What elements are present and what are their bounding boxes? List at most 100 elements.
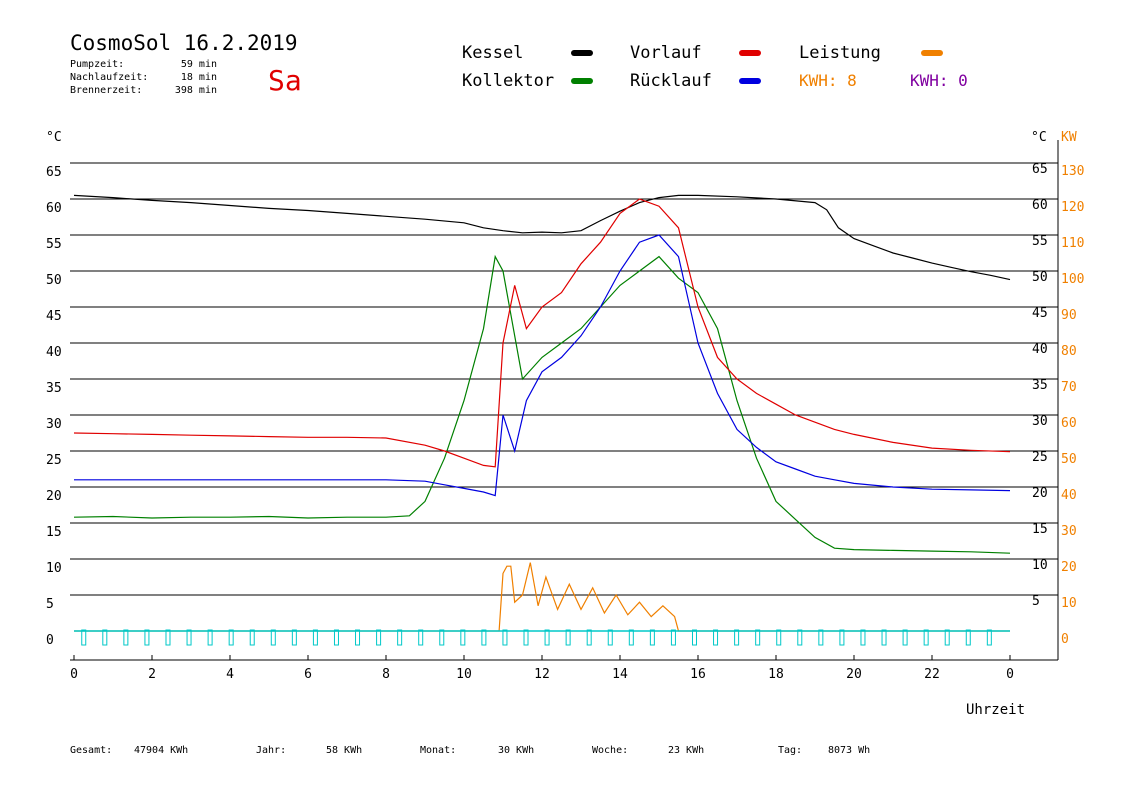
y-kw-tick: 0 [1061,632,1069,647]
y-left-tick: 35 [46,381,62,396]
footer-value: 47904 KWh [134,745,188,756]
y-kw-tick: 70 [1061,380,1077,395]
pump-mark [881,629,887,646]
grid-lines [70,162,1058,596]
y-kw-tick: 110 [1061,236,1084,251]
pump-mark [333,629,339,646]
pump-mark [397,629,403,646]
x-tick-label: 20 [846,667,862,682]
pump-mark [376,629,382,646]
y-right-tick: 40 [1032,342,1048,357]
y-kw-tick: 20 [1061,560,1077,575]
y-left-tick: 30 [46,417,62,432]
y-right-tick: 30 [1032,414,1048,429]
pump-mark [586,629,592,646]
legend-label: Kollektor [462,71,554,91]
pump-mark [523,629,529,646]
y-kw-tick: 130 [1061,164,1084,179]
y-left-tick: 5 [46,597,54,612]
pump-mark [228,629,234,646]
y-right-tick: 10 [1032,558,1048,573]
pump-mark [965,629,971,646]
kwh-label: KWH: 0 [910,71,968,90]
pump-mark [439,629,445,646]
y-right-unit: °C [1031,130,1047,145]
stat-label: Pumpzeit: [70,59,124,70]
y-right-tick: 20 [1032,486,1048,501]
footer-label: Woche: [592,745,628,756]
legend-label: Vorlauf [630,43,702,63]
pump-mark [460,629,466,646]
pump-mark [670,629,676,646]
y-kw-tick: 100 [1061,272,1084,287]
pump-mark [418,629,424,646]
series-line [74,234,1011,497]
footer-value: 23 KWh [668,745,704,756]
x-tick-label: 10 [456,667,472,682]
pump-mark [860,629,866,646]
y-left-tick: 40 [46,345,62,360]
footer-value: 30 KWh [498,745,534,756]
legend-label: Kessel [462,43,523,63]
series-line [73,254,1011,554]
footer-label: Gesamt: [70,745,112,756]
header-stats: Pumpzeit: 59 min Nachlaufzeit: 18 min Brenne… [70,59,217,96]
y-right-tick: 5 [1032,594,1040,609]
y-left-tick: 20 [46,489,62,504]
y-left-tick: 45 [46,309,62,324]
pump-mark [565,629,571,646]
chart-series [73,194,1011,632]
y-left-tick: 10 [46,561,62,576]
pump-mark [186,629,192,646]
footer-totals: Gesamt: 47904 KWh Jahr: 58 KWh Monat: 30 KWh W… [70,745,870,756]
y-left-tick: 55 [46,237,62,252]
footer-value: 8073 Wh [828,745,870,756]
pump-mark [607,629,613,646]
x-tick-label: 18 [768,667,784,682]
pump-marks [74,629,1010,646]
y-kw-tick: 80 [1061,344,1077,359]
legend-label: Rücklauf [630,71,712,91]
pump-mark [123,629,129,646]
x-axis-label: Uhrzeit [966,702,1025,718]
y-kw-tick: 120 [1061,200,1084,215]
y-left-tick: 25 [46,453,62,468]
y-left-tick: 15 [46,525,62,540]
pump-mark [776,629,782,646]
stat-label: Nachlaufzeit: [70,72,148,83]
stat-value: 398 min [175,85,217,96]
pump-mark [355,629,361,646]
y-kw-tick: 30 [1061,524,1077,539]
x-tick-label: 14 [612,667,628,682]
stat-value: 59 min [181,59,217,70]
stat-label: Brennerzeit: [70,85,142,96]
x-tick-label: 4 [226,667,234,682]
x-tick-label: 0 [1006,667,1014,682]
y-left-unit: °C [46,130,62,145]
y-left-tick: 65 [46,165,62,180]
footer-label: Jahr: [256,745,286,756]
x-tick-label: 12 [534,667,550,682]
y-left-tick: 50 [46,273,62,288]
y-kw-tick: 10 [1061,596,1077,611]
series-line [73,198,1011,468]
pump-mark [249,629,255,646]
pump-mark [986,629,992,646]
axes: 0510152025303540455055606551015202530354… [46,130,1084,682]
x-tick-label: 8 [382,667,390,682]
pump-mark [755,629,761,646]
y-kw-tick: 90 [1061,308,1077,323]
pump-mark [691,629,697,646]
y-left-tick: 0 [46,633,54,648]
legend-label: Leistung [799,43,881,63]
series-line [74,562,1010,632]
x-tick-label: 0 [70,667,78,682]
y-right-tick: 45 [1032,306,1048,321]
x-tick-label: 2 [148,667,156,682]
pump-mark [270,629,276,646]
pump-mark [839,629,845,646]
pump-mark [102,629,108,646]
pump-mark [649,629,655,646]
series-line [73,194,1011,281]
